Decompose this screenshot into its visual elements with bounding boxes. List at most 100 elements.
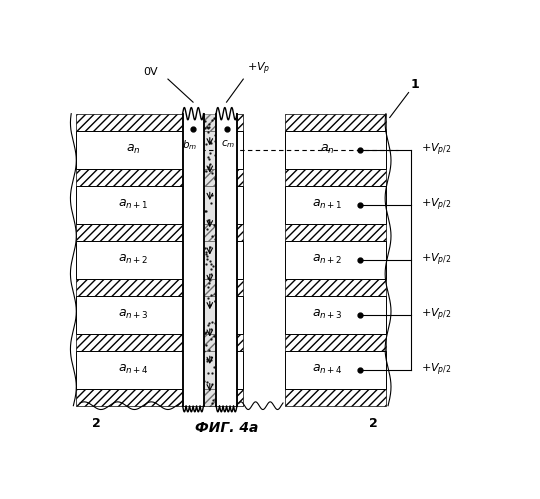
- Bar: [76, 334, 243, 351]
- Point: [197, 322, 205, 330]
- Point: [195, 114, 204, 122]
- Point: [220, 202, 229, 210]
- Point: [223, 145, 232, 153]
- Point: [220, 136, 228, 144]
- Point: [214, 292, 223, 300]
- Point: [208, 380, 217, 388]
- Text: $+V_p$: $+V_p$: [247, 61, 271, 77]
- Point: [225, 151, 233, 159]
- Point: [221, 284, 230, 292]
- Point: [214, 348, 223, 356]
- Point: [186, 307, 194, 315]
- Point: [207, 265, 215, 273]
- Point: [198, 391, 207, 399]
- Text: 1: 1: [411, 78, 420, 91]
- Point: [215, 299, 224, 307]
- Point: [223, 134, 232, 142]
- Point: [188, 306, 197, 314]
- Point: [227, 297, 236, 305]
- Point: [214, 330, 223, 338]
- Point: [181, 218, 190, 226]
- Bar: [216, 114, 237, 406]
- Point: [219, 158, 228, 166]
- Point: [184, 144, 193, 152]
- Bar: [285, 278, 386, 296]
- Point: [181, 284, 190, 292]
- Text: $+V_{p/2}$: $+V_{p/2}$: [421, 361, 451, 378]
- Text: $a_{n+3}$: $a_{n+3}$: [118, 308, 149, 321]
- Point: [222, 281, 231, 289]
- Point: [200, 328, 209, 336]
- Point: [194, 348, 202, 356]
- Bar: [76, 169, 243, 186]
- Point: [218, 242, 226, 250]
- Point: [220, 298, 228, 306]
- Point: [200, 347, 208, 355]
- Point: [188, 174, 197, 182]
- Point: [191, 222, 199, 230]
- Point: [215, 189, 224, 197]
- Point: [211, 175, 219, 183]
- Point: [198, 194, 206, 202]
- Point: [214, 366, 222, 374]
- Point: [185, 267, 193, 275]
- Point: [194, 122, 203, 130]
- Bar: [285, 334, 386, 351]
- Bar: [183, 114, 237, 406]
- Point: [181, 377, 190, 385]
- Point: [191, 182, 199, 190]
- Point: [182, 131, 191, 139]
- Point: [225, 400, 234, 408]
- Point: [227, 341, 235, 349]
- Point: [226, 254, 234, 262]
- Point: [207, 260, 215, 268]
- Point: [226, 287, 234, 295]
- Point: [199, 301, 207, 309]
- Bar: [76, 351, 243, 389]
- Text: $a_{n+2}$: $a_{n+2}$: [118, 253, 149, 266]
- Point: [197, 149, 205, 157]
- Point: [194, 302, 203, 310]
- Point: [217, 321, 225, 329]
- Point: [194, 329, 203, 337]
- Point: [190, 327, 198, 335]
- Point: [214, 321, 222, 329]
- Point: [198, 281, 207, 289]
- Point: [222, 151, 231, 159]
- Point: [223, 309, 232, 317]
- Point: [218, 330, 226, 338]
- Point: [231, 210, 239, 218]
- Point: [198, 327, 207, 335]
- Point: [210, 290, 219, 298]
- Point: [202, 123, 211, 131]
- Point: [192, 294, 200, 302]
- Point: [223, 214, 232, 222]
- Point: [222, 269, 231, 277]
- Point: [229, 267, 238, 275]
- Point: [190, 340, 198, 348]
- Point: [214, 374, 222, 382]
- Point: [217, 153, 225, 161]
- Point: [206, 160, 214, 168]
- Point: [218, 359, 226, 367]
- Point: [229, 397, 238, 405]
- Point: [207, 199, 215, 207]
- Point: [205, 218, 213, 226]
- Bar: [285, 224, 386, 241]
- Point: [211, 297, 219, 305]
- Point: [218, 134, 227, 142]
- Point: [188, 123, 197, 131]
- Point: [203, 274, 212, 282]
- Point: [197, 228, 205, 236]
- Bar: [285, 351, 386, 389]
- Point: [180, 388, 188, 396]
- Point: [195, 235, 204, 243]
- Point: [214, 398, 222, 406]
- Point: [208, 262, 217, 270]
- Point: [192, 321, 200, 329]
- Point: [220, 205, 228, 213]
- Point: [219, 132, 227, 140]
- Point: [199, 170, 207, 178]
- Point: [186, 286, 195, 294]
- Point: [206, 138, 214, 146]
